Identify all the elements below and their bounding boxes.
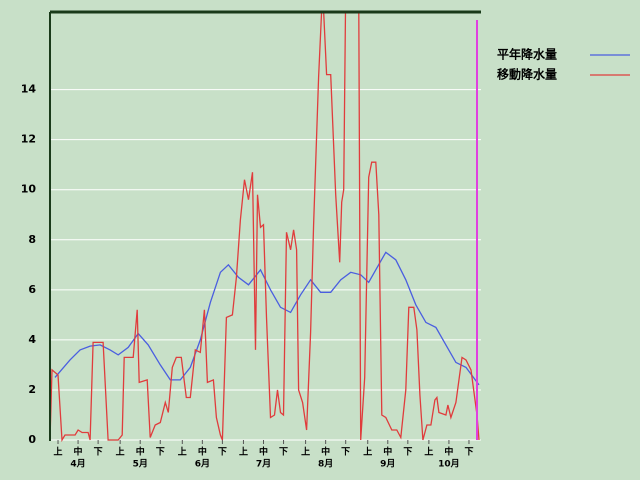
x-tick-label: 中 xyxy=(321,446,330,458)
series-line xyxy=(54,251,480,386)
x-tick-label: 中 xyxy=(383,446,392,458)
x-tick-label: 下 xyxy=(94,447,103,458)
x-tick-label: 下 xyxy=(156,447,165,458)
x-tick-label: 下 xyxy=(279,447,288,458)
legend-label: 移動降水量 xyxy=(497,67,557,82)
y-tick-label: 10 xyxy=(21,183,37,196)
x-tick-label: 中 xyxy=(259,446,268,458)
plot xyxy=(50,12,480,442)
x-tick-label: 下 xyxy=(464,447,473,458)
y-tick-label: 6 xyxy=(28,283,36,296)
month-label: 4月 xyxy=(70,459,85,470)
y-tick-label: 2 xyxy=(28,383,36,396)
x-tick-label: 上 xyxy=(239,446,248,458)
x-tick-label: 上 xyxy=(54,446,63,458)
month-label: 5月 xyxy=(133,459,148,470)
legend-label: 平年降水量 xyxy=(497,47,557,62)
labels: 02468101214上中下上中下上中下上中下上中下上中下上中下4月 5月 6月 7月… xyxy=(21,47,630,470)
x-tick-label: 上 xyxy=(178,446,187,458)
series-line xyxy=(50,12,480,442)
y-tick-label: 4 xyxy=(28,333,36,346)
x-tick-label: 中 xyxy=(444,446,453,458)
month-label: 7月 xyxy=(256,459,271,470)
x-tick-label: 上 xyxy=(363,446,372,458)
x-tick-label: 上 xyxy=(301,446,310,458)
x-tick-label: 下 xyxy=(218,447,227,458)
x-tick-label: 中 xyxy=(198,446,207,458)
x-tick-label: 上 xyxy=(424,446,433,458)
month-label: 6月 xyxy=(195,459,210,470)
y-tick-label: 8 xyxy=(28,233,36,246)
y-tick-label: 12 xyxy=(21,133,36,146)
x-tick-label: 下 xyxy=(403,447,412,458)
month-label: 9月 xyxy=(380,459,395,470)
grid xyxy=(50,89,481,444)
month-label: 8月 xyxy=(318,459,333,470)
x-tick-label: 上 xyxy=(116,446,125,458)
month-label: 10月 xyxy=(438,459,460,470)
y-tick-label: 0 xyxy=(28,433,36,446)
x-tick-label: 中 xyxy=(74,446,83,458)
x-tick-label: 中 xyxy=(136,446,145,458)
x-tick-label: 下 xyxy=(341,447,350,458)
y-tick-label: 14 xyxy=(21,83,37,96)
